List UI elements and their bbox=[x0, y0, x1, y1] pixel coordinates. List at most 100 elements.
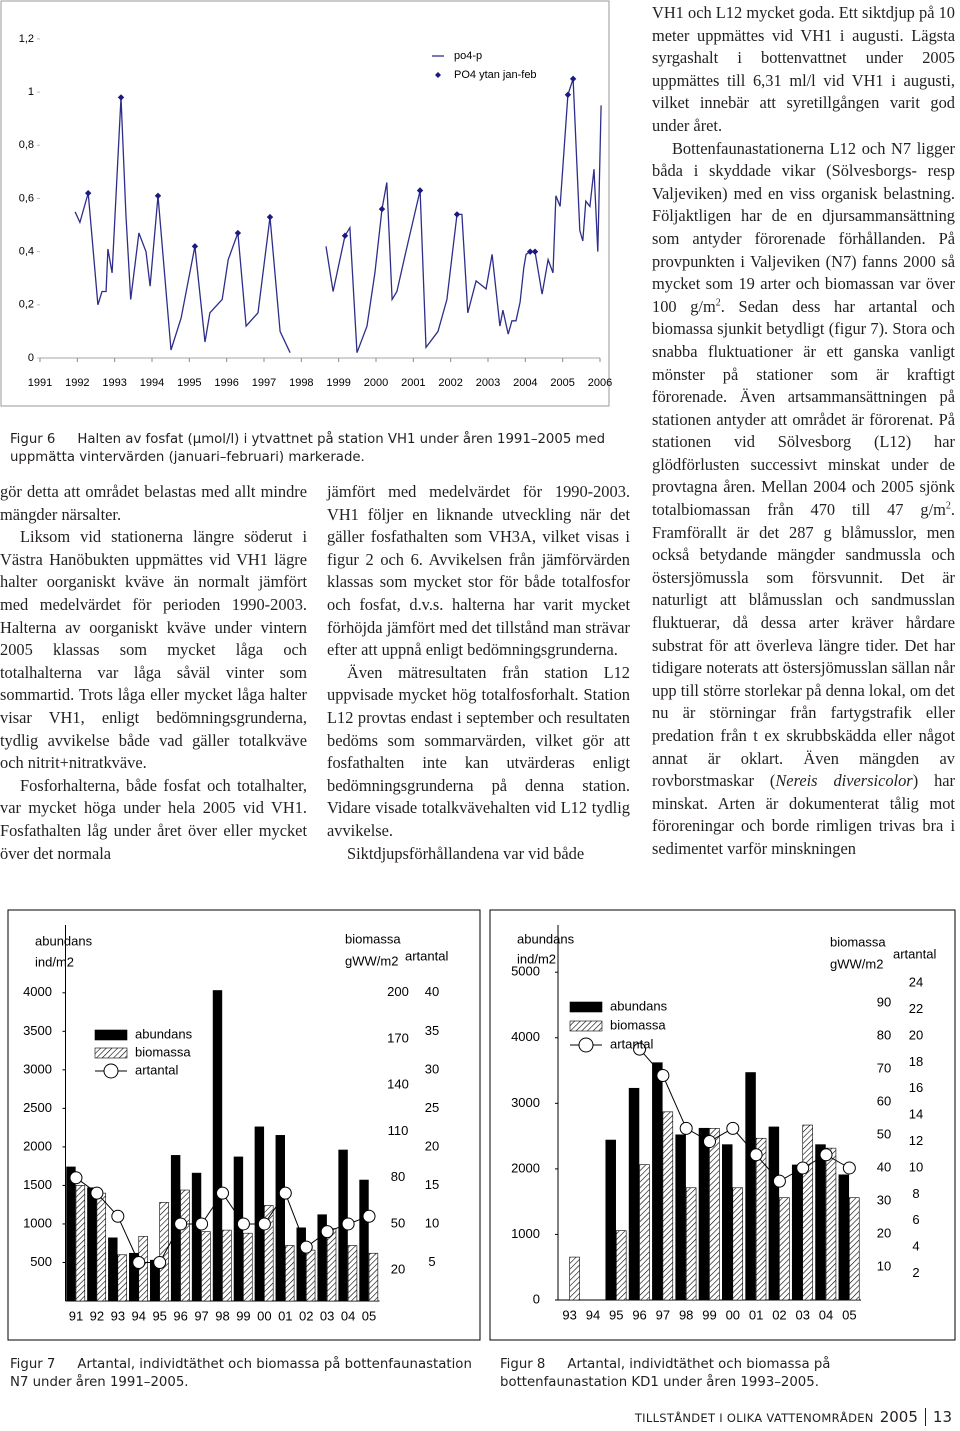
bar bbox=[628, 1087, 640, 1301]
x-tick-label: 97 bbox=[656, 1307, 670, 1322]
legend-label: PO4 ytan jan-feb bbox=[454, 69, 537, 81]
y2-tick-label: 60 bbox=[877, 1093, 891, 1108]
y3-tick-label: 20 bbox=[425, 1138, 439, 1153]
y3-tick-label: 25 bbox=[425, 1100, 439, 1115]
bar bbox=[275, 1135, 286, 1302]
bar bbox=[685, 1187, 697, 1301]
x-tick-label: 98 bbox=[215, 1308, 229, 1323]
line-marker bbox=[842, 1161, 856, 1175]
line-marker bbox=[257, 1217, 271, 1231]
y3-tick-label: 22 bbox=[909, 1001, 923, 1016]
caption-text: Artantal, individtäthet och biomassa på … bbox=[500, 1357, 831, 1390]
x-tick-label: 03 bbox=[795, 1307, 809, 1322]
x-tick-label: 2001 bbox=[401, 377, 425, 389]
data-line bbox=[74, 78, 602, 353]
axis-heading: abundans bbox=[517, 931, 575, 946]
x-tick-label: 00 bbox=[257, 1308, 271, 1323]
bar bbox=[745, 1072, 756, 1301]
axis-heading: biomassa bbox=[345, 931, 401, 946]
legend-swatch bbox=[94, 1029, 128, 1041]
legend-label: abundans bbox=[610, 998, 668, 1013]
bar bbox=[305, 1249, 316, 1302]
x-tick-label: 2000 bbox=[364, 377, 388, 389]
x-tick-label: 2004 bbox=[513, 377, 537, 389]
diamond-marker bbox=[117, 94, 125, 101]
bar bbox=[296, 1227, 306, 1302]
x-tick-label: 94 bbox=[132, 1308, 146, 1323]
x-tick-label: 99 bbox=[702, 1307, 716, 1322]
x-tick-label: 92 bbox=[90, 1308, 104, 1323]
bar bbox=[66, 1166, 76, 1302]
paragraph: Liksom vid stationerna längre söderut i … bbox=[0, 527, 307, 773]
chart-frame bbox=[489, 909, 956, 1341]
y-tick-label: 5000 bbox=[511, 964, 540, 979]
x-tick-label: 05 bbox=[842, 1307, 856, 1322]
bar bbox=[802, 1124, 813, 1301]
axis-heading: gWW/m2 bbox=[345, 953, 398, 968]
line-marker bbox=[90, 1186, 104, 1200]
y-tick-label: 0 bbox=[28, 352, 34, 364]
x-tick-label: 91 bbox=[69, 1308, 83, 1323]
x-tick-label: 99 bbox=[236, 1308, 250, 1323]
paragraph: VH1 och L12 mycket goda. Ett siktdjup på… bbox=[652, 3, 955, 135]
y2-tick-label: 70 bbox=[877, 1060, 891, 1075]
y3-tick-label: 6 bbox=[912, 1212, 919, 1227]
x-tick-label: 00 bbox=[726, 1307, 740, 1322]
y-tick-label: 0,2 bbox=[19, 299, 34, 311]
y-tick-label: 2000 bbox=[23, 1138, 52, 1153]
legend-swatch bbox=[569, 1020, 603, 1032]
caption: Figur 6 Halten av fosfat (µmol/l) i ytvat… bbox=[10, 431, 620, 467]
bar bbox=[75, 1185, 86, 1302]
x-tick-label: 95 bbox=[152, 1308, 166, 1323]
x-tick-label: 1991 bbox=[28, 377, 52, 389]
legend-label: po4-p bbox=[454, 50, 482, 62]
bar bbox=[254, 1126, 265, 1302]
legend-swatch bbox=[94, 1047, 128, 1059]
legend-label: abundans bbox=[135, 1026, 193, 1041]
y-tick-label: 2500 bbox=[23, 1100, 52, 1115]
bar bbox=[326, 1228, 337, 1302]
y2-tick-label: 200 bbox=[387, 984, 409, 999]
axis-heading: ind/m2 bbox=[517, 951, 556, 966]
y2-tick-label: 20 bbox=[391, 1262, 405, 1277]
bar bbox=[108, 1237, 118, 1302]
x-tick-label: 01 bbox=[278, 1308, 292, 1323]
x-tick-label: 96 bbox=[173, 1308, 187, 1323]
x-tick-label: 1993 bbox=[102, 377, 126, 389]
legend-swatch bbox=[569, 1001, 603, 1013]
diamond-marker bbox=[154, 192, 162, 200]
bar bbox=[359, 1179, 369, 1302]
bar bbox=[849, 1197, 860, 1301]
y3-tick-label: 10 bbox=[909, 1159, 923, 1174]
axis-heading: abundans bbox=[35, 933, 93, 948]
bar bbox=[838, 1174, 850, 1301]
y2-tick-label: 110 bbox=[388, 1123, 409, 1138]
y3-tick-label: 14 bbox=[909, 1107, 923, 1122]
y3-tick-label: 20 bbox=[909, 1027, 923, 1042]
x-tick-label: 94 bbox=[586, 1307, 600, 1322]
y2-tick-label: 140 bbox=[387, 1077, 409, 1092]
bar bbox=[639, 1164, 650, 1301]
line-marker bbox=[726, 1121, 740, 1135]
legend-label: biomassa bbox=[610, 1017, 666, 1032]
bar bbox=[117, 1254, 127, 1302]
bar bbox=[662, 1111, 674, 1301]
x-tick-label: 01 bbox=[749, 1307, 763, 1322]
bar bbox=[732, 1187, 743, 1301]
x-tick-label: 98 bbox=[679, 1307, 693, 1322]
paragraph: Fosforhalterna, både fosfat och totalhal… bbox=[0, 775, 307, 863]
bar bbox=[347, 1245, 358, 1302]
diamond-marker bbox=[234, 229, 242, 237]
paragraph: Även mätresultaten från station L12 uppv… bbox=[327, 662, 630, 840]
x-tick-label: 97 bbox=[194, 1308, 208, 1323]
bar bbox=[284, 1245, 295, 1302]
text-column: jämfört med medelvärdet för 1990-2003. V… bbox=[327, 481, 630, 865]
bar bbox=[652, 1062, 663, 1301]
bar bbox=[368, 1252, 379, 1302]
line-marker bbox=[174, 1217, 188, 1231]
bar bbox=[825, 1147, 837, 1301]
bar bbox=[243, 1232, 253, 1302]
x-tick-label: 1992 bbox=[65, 377, 89, 389]
bar bbox=[675, 1134, 686, 1301]
bar bbox=[87, 1187, 97, 1302]
